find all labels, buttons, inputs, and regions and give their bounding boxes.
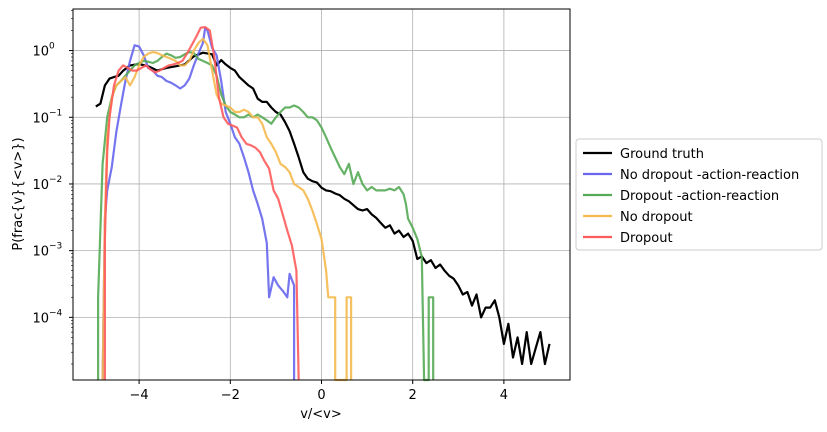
series-line-5: [103, 26, 300, 381]
series-line-2: [101, 26, 296, 381]
y-tick-exponent: −3: [49, 242, 62, 252]
y-tick-label: 10: [32, 178, 49, 193]
x-tick-label: −4: [130, 388, 149, 403]
x-tick-label: 2: [409, 388, 417, 403]
legend-label: Ground truth: [620, 147, 704, 162]
series-layer: [95, 26, 551, 382]
legend-label: No dropout -action-reaction: [620, 168, 799, 183]
x-axis-label: v/<v>: [300, 407, 342, 422]
y-tick-exponent: −4: [49, 308, 63, 318]
y-tick-label: 10: [32, 245, 49, 260]
y-tick-exponent: −2: [49, 175, 62, 185]
y-tick-exponent: 0: [49, 42, 55, 52]
y-tick-label: 10: [32, 45, 49, 60]
grid: [73, 9, 570, 380]
legend-label: Dropout: [620, 231, 673, 246]
y-tick-label: 10: [32, 111, 49, 126]
x-tick-label: −2: [221, 388, 240, 403]
legend: Ground truth No dropout -action-reaction D…: [575, 138, 823, 251]
legend-label: No dropout: [620, 210, 693, 225]
series-line-4: [101, 37, 353, 382]
y-tick-label: 10: [32, 311, 49, 326]
series-line-3: [97, 51, 435, 382]
legend-label: Dropout -action-reaction: [620, 189, 779, 204]
legend-box: [575, 138, 823, 251]
x-axis: −4 −2 0 2 4: [130, 380, 508, 403]
y-tick-exponent: −1: [49, 108, 62, 118]
x-tick-label: 0: [317, 388, 325, 403]
series-line-1: [95, 51, 551, 366]
y-axis-label: P(frac{v}{<v>}): [11, 137, 26, 250]
x-tick-label: 4: [500, 388, 508, 403]
